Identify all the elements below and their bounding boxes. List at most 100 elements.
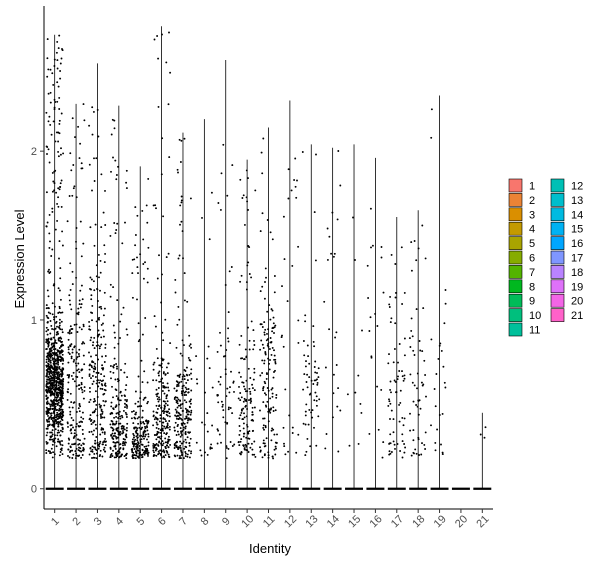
data-point (156, 418, 159, 421)
data-point (165, 397, 168, 400)
data-point (398, 343, 401, 345)
data-point (47, 338, 50, 341)
data-point (119, 337, 121, 339)
data-point (262, 389, 265, 392)
data-point (102, 314, 105, 317)
data-point (49, 407, 52, 410)
legend-label: 13 (571, 195, 583, 207)
data-point (124, 362, 127, 365)
data-point (59, 77, 62, 80)
data-point (189, 359, 192, 362)
data-point (113, 127, 116, 130)
data-point (121, 242, 124, 245)
data-point (59, 379, 62, 382)
data-point (47, 344, 50, 347)
data-point (97, 253, 100, 256)
data-point (53, 410, 55, 413)
data-point (98, 445, 101, 448)
data-point (240, 396, 243, 399)
data-point (48, 424, 51, 427)
legend-swatch (550, 308, 565, 322)
data-point (153, 38, 156, 41)
data-point (78, 454, 81, 457)
data-point (70, 428, 72, 431)
data-point (92, 456, 95, 459)
data-point (304, 423, 307, 426)
data-point (45, 191, 48, 194)
data-point (249, 446, 252, 449)
data-point (81, 411, 84, 414)
data-point (88, 328, 91, 331)
data-point (272, 326, 275, 329)
data-point (166, 425, 169, 428)
data-point (103, 307, 106, 310)
data-point (237, 397, 240, 400)
data-point (178, 457, 181, 460)
data-point (57, 332, 60, 335)
data-point (54, 101, 57, 103)
data-point (49, 361, 52, 364)
data-point (337, 150, 340, 152)
data-point (155, 426, 158, 429)
data-point (398, 370, 401, 372)
data-point (56, 67, 59, 70)
data-point (261, 172, 264, 175)
jitter-points (430, 108, 447, 456)
data-point (273, 349, 275, 352)
data-point (159, 431, 162, 434)
data-point (259, 323, 262, 326)
data-point (173, 447, 176, 449)
data-point (66, 220, 69, 223)
data-point (246, 264, 249, 267)
data-point (303, 354, 306, 357)
legend-swatch (550, 193, 565, 207)
data-point (134, 234, 137, 236)
data-point (143, 429, 146, 432)
data-point (59, 336, 62, 339)
data-point (49, 371, 52, 373)
data-point (109, 446, 112, 449)
data-point (124, 438, 126, 441)
data-point (209, 447, 212, 450)
data-point (89, 390, 91, 393)
data-point (56, 434, 59, 437)
data-point (367, 297, 370, 299)
data-point (157, 400, 160, 403)
data-point (165, 410, 168, 413)
data-point (155, 393, 158, 396)
data-point (294, 185, 297, 188)
data-point (141, 409, 144, 412)
data-point (66, 422, 69, 425)
data-point (411, 381, 414, 384)
data-point (249, 401, 252, 404)
data-point (245, 169, 248, 172)
data-point (135, 431, 138, 434)
data-point (412, 439, 415, 442)
data-point (245, 436, 248, 439)
data-point (114, 406, 117, 409)
data-point (226, 387, 229, 390)
data-point (53, 423, 56, 426)
data-point (247, 437, 250, 440)
data-point (225, 349, 228, 351)
data-point (297, 319, 300, 322)
data-point (158, 404, 161, 407)
data-point (370, 355, 373, 358)
data-point (95, 436, 98, 438)
data-point (259, 290, 262, 293)
data-point (146, 449, 149, 452)
legend-swatch (550, 293, 565, 308)
data-point (302, 422, 305, 425)
data-point (93, 180, 96, 182)
data-point (90, 423, 93, 426)
data-point (47, 120, 50, 123)
data-point (46, 75, 49, 78)
violin-group-2 (66, 103, 86, 490)
data-point (288, 414, 291, 417)
data-point (120, 425, 123, 428)
data-point (180, 432, 183, 434)
data-point (78, 157, 81, 160)
data-point (46, 321, 49, 324)
data-point (101, 431, 104, 434)
data-point (125, 413, 128, 416)
